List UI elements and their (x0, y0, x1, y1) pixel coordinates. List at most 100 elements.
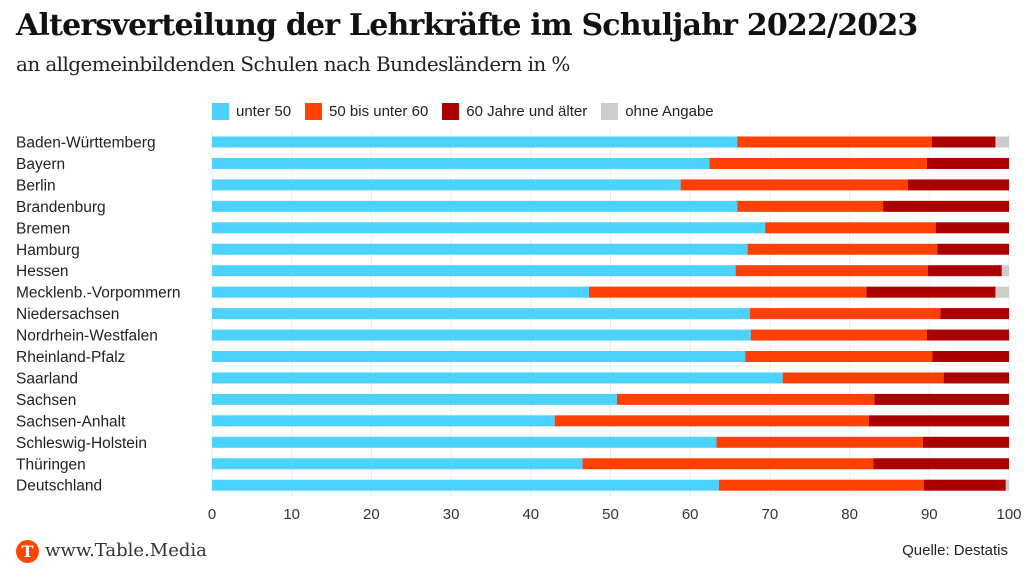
bar-segment (782, 372, 944, 384)
bar-segment (866, 286, 996, 298)
bar-segment (883, 200, 1009, 212)
legend-item: unter 50 (212, 103, 291, 120)
legend-item: ohne Angabe (601, 103, 714, 120)
bar-segment (554, 415, 869, 427)
bar-segment (995, 136, 1009, 148)
category-label: Mecklenb.-Vorpommern (16, 285, 181, 302)
x-tick-label: 20 (363, 506, 380, 523)
footer-site-link[interactable]: www.Table.Media (45, 540, 207, 561)
bar-segment (931, 136, 996, 148)
bar-segment (935, 222, 1009, 234)
bar-segment (212, 222, 766, 234)
bar-segment (873, 458, 1009, 470)
bar-segment (926, 157, 1009, 169)
bar-segment (737, 200, 884, 212)
x-tick-label: 10 (283, 506, 300, 523)
bar-segment (212, 136, 738, 148)
bar-segment (212, 200, 738, 212)
category-label: Bremen (16, 220, 70, 237)
bar-segment (212, 243, 748, 255)
bar-segment (212, 179, 681, 191)
legend-label: ohne Angabe (625, 103, 714, 120)
category-label: Nordrhein-Westfalen (16, 328, 158, 345)
legend-swatch (212, 103, 229, 120)
bar-segment (923, 479, 1006, 491)
bar-segment (932, 351, 1009, 362)
bar-segment (922, 436, 1009, 448)
bar-segment (212, 436, 717, 448)
bar-segment (874, 393, 1009, 405)
x-tick-label: 80 (841, 506, 858, 523)
bar-segment (737, 136, 932, 148)
bar-segment (212, 372, 783, 384)
category-label: Hessen (16, 263, 69, 280)
bar-segment (212, 286, 589, 298)
bar-segment (747, 243, 938, 255)
category-label: Sachsen-Anhalt (16, 413, 126, 430)
bar-segment (927, 265, 1002, 277)
category-label: Rheinland-Pfalz (16, 349, 125, 366)
category-label: Hamburg (16, 242, 80, 259)
category-label: Bayern (16, 156, 65, 173)
table-media-logo-icon: T (16, 540, 39, 563)
legend-item: 60 Jahre und älter (442, 103, 587, 120)
bar-segment (582, 458, 874, 470)
x-tick-label: 70 (762, 506, 779, 523)
bar-segment (940, 308, 1009, 320)
legend: unter 50 50 bis unter 60 60 Jahre und älte… (212, 103, 728, 120)
category-label: Deutschland (16, 478, 102, 495)
bar-segment (745, 351, 933, 362)
bar-segment (718, 479, 924, 491)
legend-label: 60 Jahre und älter (466, 103, 588, 120)
bar-segment (212, 308, 750, 320)
bar-segment (212, 351, 746, 362)
category-label: Berlin (16, 177, 56, 194)
bar-segment (765, 222, 936, 234)
legend-swatch (442, 103, 460, 120)
bar-segment (749, 308, 941, 320)
x-tick-label: 100 (996, 506, 1021, 523)
category-label: Niedersachsen (16, 306, 119, 323)
bar-segment (212, 265, 736, 277)
bar-segment (1005, 479, 1009, 491)
bar-segment (926, 329, 1009, 341)
legend-label: 50 bis unter 60 (329, 103, 429, 120)
bar-segment (943, 372, 1009, 384)
category-label: Schleswig-Holstein (16, 435, 147, 452)
category-label: Saarland (16, 370, 78, 387)
x-tick-label: 60 (682, 506, 699, 523)
bar-segment (716, 436, 923, 448)
legend-swatch (305, 103, 323, 120)
bar-segment (212, 329, 751, 341)
bar-segment (616, 393, 875, 405)
footer-source: Quelle: Destatis (902, 542, 1008, 559)
bar-segment (937, 243, 1009, 255)
category-label: Sachsen (16, 392, 76, 409)
chart-subtitle: an allgemeinbildenden Schulen nach Bunde… (16, 52, 570, 76)
bar-segment (1001, 265, 1009, 277)
bar-segment (212, 479, 719, 491)
bar-segment (680, 179, 908, 191)
x-tick-label: 50 (602, 506, 619, 523)
x-tick-label: 40 (522, 506, 539, 523)
category-label: Thüringen (16, 456, 86, 473)
bar-segment (995, 286, 1009, 298)
bar-segment (212, 415, 555, 427)
legend-item: 50 bis unter 60 (305, 103, 428, 120)
x-tick-label: 30 (443, 506, 460, 523)
category-label: Brandenburg (16, 199, 106, 216)
category-label: Baden-Württemberg (16, 135, 156, 152)
bar-segment (735, 265, 928, 277)
bar-segment (868, 415, 1009, 427)
bar-segment (212, 157, 710, 169)
bar-segment (750, 329, 927, 341)
bar-segment (907, 179, 1009, 191)
legend-label: unter 50 (236, 103, 292, 120)
bar-segment (212, 458, 583, 470)
chart-title: Altersverteilung der Lehrkräfte im Schul… (16, 8, 918, 43)
x-tick-label: 0 (208, 506, 216, 523)
bar-segment (212, 393, 617, 405)
x-tick-label: 90 (921, 506, 938, 523)
bar-segment (709, 157, 927, 169)
